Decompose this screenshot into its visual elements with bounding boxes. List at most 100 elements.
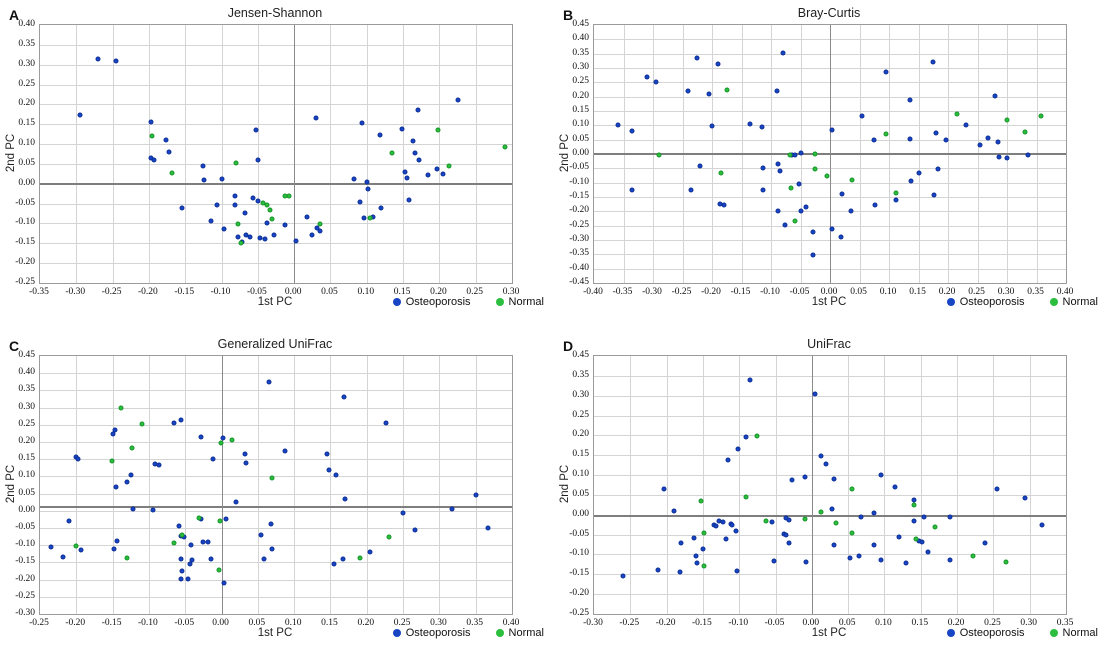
data-point-osteoporosis — [838, 234, 844, 240]
data-point-osteoporosis — [434, 166, 440, 172]
y-tick-label: -0.45 — [569, 277, 589, 287]
gridline — [594, 514, 1066, 516]
data-point-osteoporosis — [326, 467, 332, 473]
x-axis-label: 1st PC — [811, 296, 847, 308]
x-tick-label: -0.15 — [174, 287, 195, 297]
x-tick-label: -0.10 — [138, 618, 158, 628]
normal-dot-icon — [495, 629, 504, 637]
normal-dot-icon — [495, 298, 504, 306]
legend: Osteoporosis Normal — [386, 296, 544, 308]
data-point-osteoporosis — [892, 484, 898, 490]
x-tick-label: -0.30 — [583, 618, 603, 628]
legend-item-normal: Normal — [1049, 296, 1098, 308]
data-point-osteoporosis — [697, 163, 703, 169]
data-point-normal — [357, 555, 362, 561]
gridline — [40, 373, 512, 375]
gridline — [439, 25, 441, 283]
data-point-osteoporosis — [242, 451, 248, 457]
data-point-normal — [235, 221, 241, 227]
data-point-osteoporosis — [255, 157, 261, 163]
data-point-osteoporosis — [415, 107, 421, 113]
data-point-osteoporosis — [188, 542, 194, 548]
data-point-normal — [179, 532, 185, 538]
gridline — [40, 493, 512, 495]
data-point-osteoporosis — [878, 557, 884, 563]
data-point-normal — [267, 207, 273, 213]
data-point-osteoporosis — [629, 187, 635, 193]
data-point-osteoporosis — [810, 252, 816, 258]
data-point-osteoporosis — [671, 508, 677, 514]
gridline — [112, 356, 114, 614]
data-point-osteoporosis — [893, 197, 899, 203]
data-point-normal — [792, 218, 798, 224]
gridline — [40, 528, 512, 529]
x-tick-label: -0.05 — [764, 618, 785, 628]
data-point-osteoporosis — [351, 176, 357, 182]
y-tick-label: -0.25 — [569, 219, 589, 230]
data-point-osteoporosis — [378, 205, 384, 211]
panel-title-jensen-shannon: Jensen-Shannon — [227, 6, 323, 20]
zero-line-vertical — [221, 356, 223, 614]
data-point-osteoporosis — [208, 556, 214, 562]
legend: Osteoporosis Normal — [940, 627, 1098, 639]
x-tick-label: 0.05 — [248, 618, 266, 628]
data-point-osteoporosis — [205, 539, 211, 545]
y-tick-label: 0.05 — [18, 487, 35, 498]
gridline — [594, 534, 1066, 536]
x-tick-label: 0.05 — [838, 618, 856, 628]
data-point-osteoporosis — [176, 523, 182, 529]
y-axis-label: 2nd PC — [5, 464, 17, 504]
y-tick-label: 0.10 — [18, 470, 35, 481]
data-point-normal — [238, 240, 244, 245]
data-point-osteoporosis — [802, 474, 808, 480]
data-point-osteoporosis — [903, 560, 909, 566]
data-point-osteoporosis — [872, 202, 878, 208]
legend-item-osteoporosis: Osteoporosis — [392, 627, 471, 639]
data-point-osteoporosis — [943, 137, 949, 143]
y-tick-label: 0.15 — [18, 118, 35, 129]
data-point-osteoporosis — [150, 507, 156, 513]
x-tick-label: 0.15 — [393, 287, 411, 297]
data-point-normal — [701, 563, 707, 569]
y-tick-label: 0.20 — [18, 98, 35, 109]
data-point-osteoporosis — [309, 232, 315, 238]
y-tick-label: -0.20 — [569, 205, 589, 216]
x-tick-label: 0.25 — [393, 618, 411, 628]
zero-line-horizontal — [40, 182, 512, 185]
data-point-osteoporosis — [735, 446, 741, 452]
gridline — [40, 144, 512, 146]
legend-label-normal: Normal — [508, 296, 544, 308]
data-point-osteoporosis — [340, 556, 346, 562]
gridline — [40, 596, 512, 598]
y-tick-label: 0.25 — [572, 409, 589, 420]
legend: Osteoporosis Normal — [940, 296, 1098, 308]
data-point-osteoporosis — [221, 580, 227, 586]
data-point-osteoporosis — [220, 435, 226, 441]
data-point-normal — [1038, 113, 1044, 119]
data-point-osteoporosis — [760, 165, 766, 171]
data-point-osteoporosis — [364, 179, 370, 185]
gridline — [594, 395, 1066, 397]
data-point-normal — [812, 166, 818, 172]
x-tick-label: 0.10 — [875, 618, 892, 628]
data-point-normal — [824, 173, 830, 178]
gridline — [185, 25, 187, 283]
panel-letter-a: A — [9, 7, 20, 23]
data-point-osteoporosis — [66, 518, 72, 524]
data-point-osteoporosis — [1022, 495, 1028, 501]
data-point-osteoporosis — [792, 152, 798, 158]
gridline — [594, 594, 1066, 596]
data-point-osteoporosis — [743, 434, 749, 440]
data-point-normal — [656, 152, 662, 158]
y-tick-label: 0.35 — [18, 384, 35, 395]
data-point-osteoporosis — [304, 214, 310, 220]
data-point-normal — [367, 215, 373, 221]
data-point-osteoporosis — [113, 58, 119, 64]
x-tick-label: 0.20 — [430, 287, 447, 297]
data-point-osteoporosis — [775, 161, 781, 167]
gridline — [403, 25, 405, 283]
data-point-osteoporosis — [930, 59, 936, 65]
data-point-osteoporosis — [95, 56, 101, 62]
data-point-osteoporosis — [678, 540, 684, 546]
data-point-normal — [264, 202, 270, 208]
